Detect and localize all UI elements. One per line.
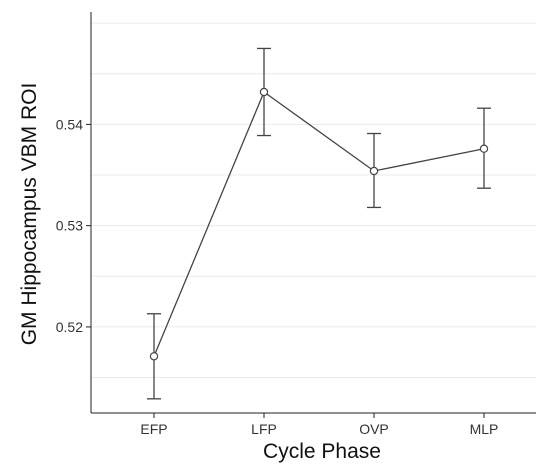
x-tick-label: OVP xyxy=(359,421,389,437)
series-line xyxy=(153,90,485,357)
data-point xyxy=(479,144,489,153)
x-tick-label: EFP xyxy=(140,421,167,437)
grid-lines xyxy=(91,22,536,379)
x-axis-ticks: EFP LFP OVP MLP xyxy=(140,413,498,437)
data-point xyxy=(149,352,159,361)
y-tick-label: 0.53 xyxy=(56,218,83,234)
x-tick-label: MLP xyxy=(470,421,499,437)
y-axis-ticks: 0.52 0.53 0.54 xyxy=(56,116,91,335)
y-axis-title: GM Hippocampus VBM ROI xyxy=(18,83,41,346)
y-tick-label: 0.54 xyxy=(56,116,83,132)
x-axis-title: Cycle Phase xyxy=(263,440,381,463)
data-point xyxy=(259,87,269,97)
x-tick-label: LFP xyxy=(251,421,277,437)
data-series xyxy=(147,47,491,400)
data-point xyxy=(369,166,379,176)
y-tick-label: 0.52 xyxy=(56,319,83,335)
